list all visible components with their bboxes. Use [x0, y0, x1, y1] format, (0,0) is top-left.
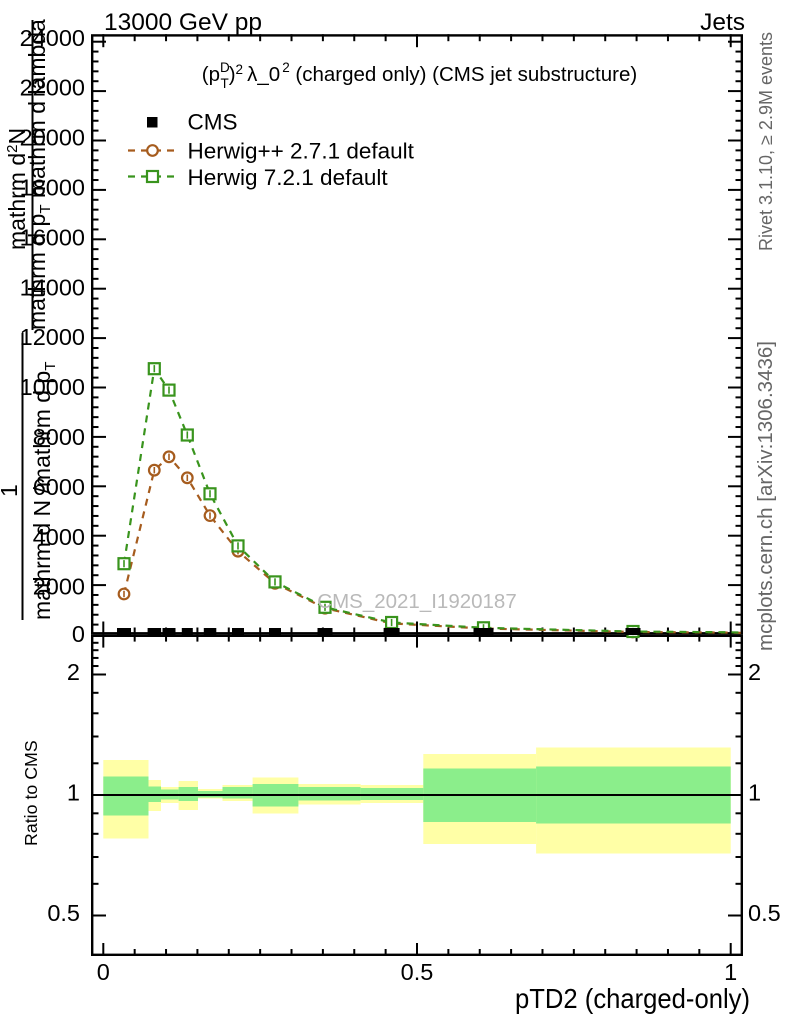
svg-text:14000: 14000: [20, 274, 85, 300]
svg-text:CMS: CMS: [188, 110, 238, 135]
svg-text:0.5: 0.5: [748, 900, 781, 926]
svg-text:8000: 8000: [33, 424, 85, 450]
svg-text:18000: 18000: [20, 175, 85, 201]
svg-text:mcplots.cern.ch [arXiv:1306.34: mcplots.cern.ch [arXiv:1306.3436]: [754, 341, 777, 651]
svg-text:mathrm d N /mathrm d pT: mathrm d N /mathrm d pT: [29, 362, 59, 620]
svg-text:0: 0: [72, 621, 85, 647]
svg-text:6000: 6000: [33, 474, 85, 500]
svg-text:Herwig 7.2.1 default: Herwig 7.2.1 default: [188, 165, 389, 190]
svg-text:24000: 24000: [20, 25, 85, 51]
svg-text:pTD2 (charged-only): pTD2 (charged-only): [515, 983, 750, 1014]
svg-text:mathrm d pT mathrm d lambda: mathrm d pT mathrm d lambda: [24, 19, 54, 330]
svg-text:2: 2: [748, 659, 761, 685]
svg-text:Ratio to CMS: Ratio to CMS: [21, 740, 41, 846]
svg-text:Rivet 3.1.10, ≥ 2.9M events: Rivet 3.1.10, ≥ 2.9M events: [756, 32, 776, 251]
svg-text:20000: 20000: [20, 125, 85, 151]
svg-text:(pDT)2 λ_02 (charged only) (CM: (pD T)2 λ_0 2 (charged only) (CMS jet subs…: [202, 60, 637, 91]
svg-text:Herwig++ 2.7.1 default: Herwig++ 2.7.1 default: [188, 139, 415, 164]
svg-text:Jets: Jets: [700, 9, 745, 36]
svg-text:12000: 12000: [20, 324, 85, 350]
svg-text:22000: 22000: [20, 75, 85, 101]
svg-text:1: 1: [724, 959, 737, 985]
svg-text:2000: 2000: [33, 574, 85, 600]
svg-text:4000: 4000: [33, 524, 85, 550]
svg-text:13000 GeV pp: 13000 GeV pp: [104, 9, 262, 36]
svg-text:1: 1: [0, 484, 22, 497]
svg-text:1: 1: [67, 780, 80, 806]
svg-text:0.5: 0.5: [401, 959, 434, 985]
svg-text:2: 2: [67, 659, 80, 685]
svg-text:1: 1: [748, 780, 761, 806]
svg-text:16000: 16000: [20, 224, 85, 250]
svg-text:10000: 10000: [20, 374, 85, 400]
svg-text:0: 0: [97, 959, 110, 985]
svg-text:0.5: 0.5: [47, 900, 80, 926]
svg-text:CMS_2021_I1920187: CMS_2021_I1920187: [317, 590, 516, 613]
